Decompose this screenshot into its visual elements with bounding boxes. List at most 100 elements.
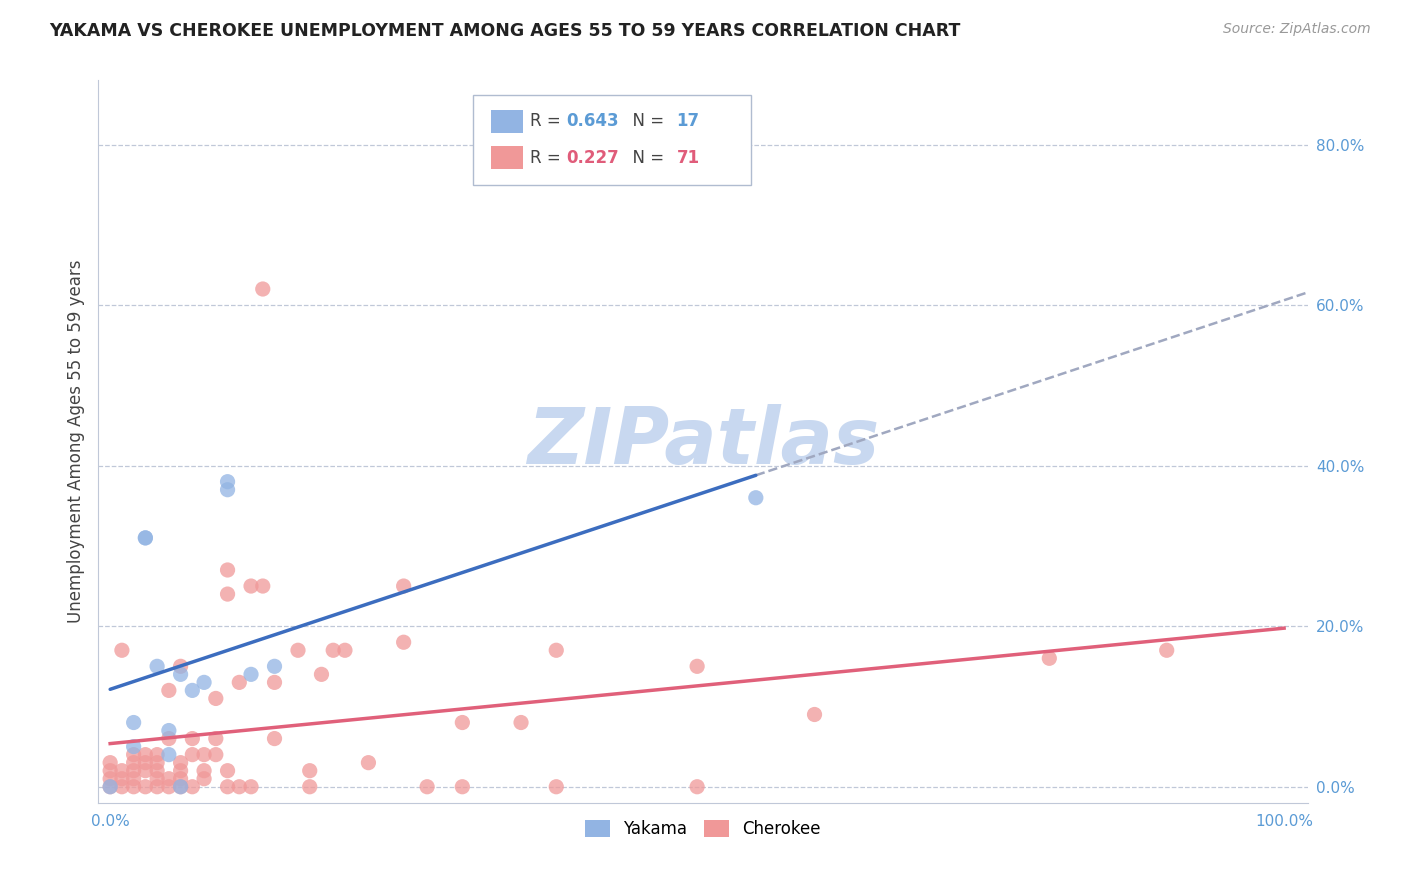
Text: 0.643: 0.643 — [567, 112, 619, 130]
Point — [546, 643, 568, 657]
Point — [193, 772, 215, 786]
Point — [217, 764, 239, 778]
Point — [122, 715, 145, 730]
Point — [204, 731, 226, 746]
Text: ZIPatlas: ZIPatlas — [527, 403, 879, 480]
Point — [240, 667, 263, 681]
Point — [111, 780, 134, 794]
Point — [204, 691, 226, 706]
Point — [287, 643, 309, 657]
Point — [122, 780, 145, 794]
Point — [803, 707, 825, 722]
Point — [240, 780, 263, 794]
Point — [252, 282, 274, 296]
Point — [98, 764, 121, 778]
Point — [217, 475, 239, 489]
Point — [298, 764, 321, 778]
Point — [146, 764, 169, 778]
Point — [122, 756, 145, 770]
Point — [546, 780, 568, 794]
Point — [157, 747, 180, 762]
Point — [217, 483, 239, 497]
Point — [134, 756, 156, 770]
Point — [169, 772, 191, 786]
Point — [298, 780, 321, 794]
Point — [134, 764, 156, 778]
Point — [333, 643, 356, 657]
Point — [111, 764, 134, 778]
Point — [416, 780, 439, 794]
Point — [134, 780, 156, 794]
Point — [169, 764, 191, 778]
Point — [193, 747, 215, 762]
FancyBboxPatch shape — [492, 110, 523, 133]
Text: 71: 71 — [676, 149, 700, 167]
Point — [217, 780, 239, 794]
Point — [169, 780, 191, 794]
FancyBboxPatch shape — [474, 95, 751, 185]
Point — [122, 772, 145, 786]
Point — [193, 764, 215, 778]
Point — [169, 780, 191, 794]
Point — [157, 683, 180, 698]
Point — [204, 747, 226, 762]
Point — [122, 747, 145, 762]
Point — [451, 715, 474, 730]
Point — [322, 643, 344, 657]
Point — [686, 659, 709, 673]
Point — [510, 715, 533, 730]
Point — [169, 756, 191, 770]
Point — [111, 772, 134, 786]
Point — [134, 531, 156, 545]
Point — [228, 780, 250, 794]
Point — [181, 683, 204, 698]
Point — [1038, 651, 1060, 665]
Point — [146, 659, 169, 673]
Point — [157, 772, 180, 786]
Text: N =: N = — [621, 112, 669, 130]
Point — [217, 563, 239, 577]
Point — [98, 780, 121, 794]
Point — [111, 643, 134, 657]
Point — [157, 731, 180, 746]
Point — [193, 675, 215, 690]
Point — [181, 731, 204, 746]
Point — [98, 756, 121, 770]
Point — [98, 772, 121, 786]
Point — [169, 667, 191, 681]
Text: 17: 17 — [676, 112, 700, 130]
Point — [157, 723, 180, 738]
Text: Source: ZipAtlas.com: Source: ZipAtlas.com — [1223, 22, 1371, 37]
Text: R =: R = — [530, 112, 567, 130]
Point — [392, 635, 415, 649]
Point — [686, 780, 709, 794]
Point — [228, 675, 250, 690]
Point — [122, 739, 145, 754]
Text: YAKAMA VS CHEROKEE UNEMPLOYMENT AMONG AGES 55 TO 59 YEARS CORRELATION CHART: YAKAMA VS CHEROKEE UNEMPLOYMENT AMONG AG… — [49, 22, 960, 40]
Point — [98, 780, 121, 794]
Point — [263, 659, 285, 673]
Point — [217, 587, 239, 601]
Point — [252, 579, 274, 593]
Point — [134, 747, 156, 762]
Point — [134, 531, 156, 545]
Text: N =: N = — [621, 149, 669, 167]
Point — [169, 659, 191, 673]
Point — [157, 780, 180, 794]
Y-axis label: Unemployment Among Ages 55 to 59 years: Unemployment Among Ages 55 to 59 years — [66, 260, 84, 624]
Point — [263, 675, 285, 690]
Point — [146, 756, 169, 770]
Point — [146, 747, 169, 762]
Point — [146, 772, 169, 786]
Point — [181, 747, 204, 762]
Point — [357, 756, 380, 770]
Text: R =: R = — [530, 149, 567, 167]
Point — [745, 491, 768, 505]
Point — [263, 731, 285, 746]
Point — [1156, 643, 1178, 657]
Point — [240, 579, 263, 593]
Point — [451, 780, 474, 794]
Point — [122, 764, 145, 778]
Point — [311, 667, 333, 681]
Point — [146, 780, 169, 794]
